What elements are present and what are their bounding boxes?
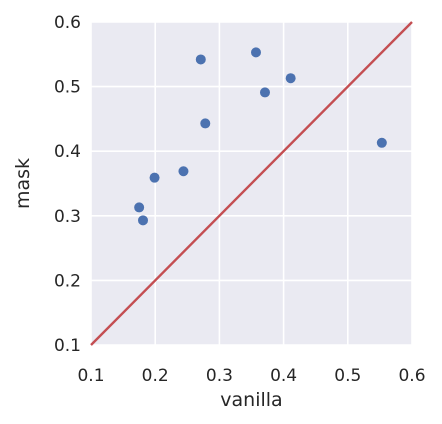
scatter-point — [138, 215, 149, 226]
x-tick-label: 0.2 — [142, 366, 169, 386]
x-tick-label: 0.4 — [270, 366, 297, 386]
scatter-point — [259, 87, 270, 98]
x-tick-label: 0.3 — [206, 366, 233, 386]
x-tick-labels: 0.1 0.2 0.3 0.4 0.5 0.6 — [77, 366, 425, 386]
y-tick-label: 0.1 — [54, 336, 81, 356]
y-tick-label: 0.2 — [54, 271, 81, 291]
x-tick-label: 0.6 — [398, 366, 425, 386]
y-tick-labels: 0.1 0.2 0.3 0.4 0.5 0.6 — [54, 13, 81, 356]
scatter-point — [195, 54, 206, 65]
scatter-point — [250, 47, 261, 58]
x-tick-label: 0.1 — [77, 366, 104, 386]
y-tick-label: 0.5 — [54, 78, 81, 98]
reference-line — [90, 21, 413, 346]
data-points — [134, 47, 387, 226]
y-tick-label: 0.3 — [54, 207, 81, 227]
y-tick-label: 0.4 — [54, 142, 81, 162]
x-axis-label: vanilla — [220, 389, 282, 411]
scatter-point — [178, 166, 189, 177]
scatter-point — [200, 118, 211, 129]
scatter-point — [134, 202, 145, 213]
y-axis-label: mask — [12, 158, 34, 209]
x-tick-label: 0.5 — [334, 366, 361, 386]
scatter-point — [285, 73, 296, 84]
y-tick-label: 0.6 — [54, 13, 81, 33]
scatter-point — [376, 137, 387, 148]
scatter-point — [149, 172, 160, 183]
